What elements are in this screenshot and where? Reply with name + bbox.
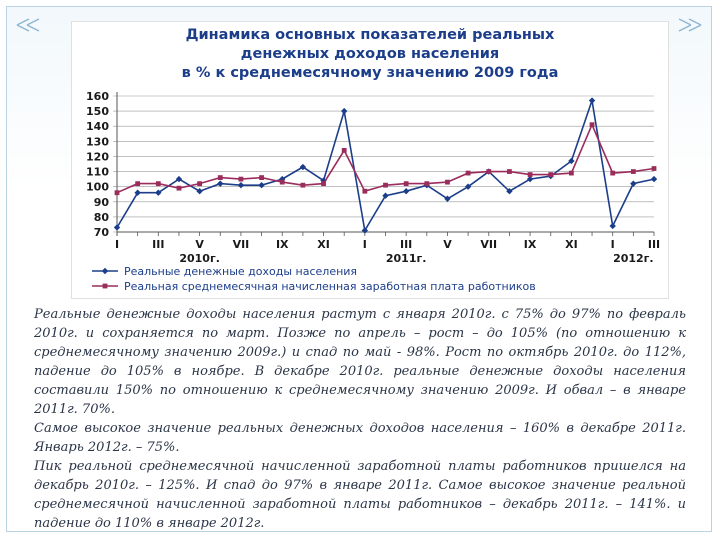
description-paragraph-3: Пик реальной среднемесячной начисленной … (34, 459, 686, 531)
legend-marker (101, 267, 109, 275)
y-tick-label: 130 (86, 135, 109, 148)
x-tick-label: XI (565, 238, 578, 251)
data-point (197, 181, 203, 187)
data-point (113, 224, 121, 231)
year-label: 2010г. (179, 252, 220, 265)
y-tick-label: 70 (94, 226, 110, 239)
legend-label: Реальная среднемесячная начисленная зара… (124, 280, 536, 293)
y-tick-label: 120 (86, 150, 109, 163)
data-point (486, 169, 492, 174)
data-point (237, 181, 245, 189)
y-tick-label: 90 (94, 196, 110, 209)
x-tick-label: VII (233, 238, 250, 251)
data-point (196, 188, 203, 195)
data-point (650, 175, 658, 183)
data-point (300, 182, 306, 188)
data-point (588, 97, 596, 104)
data-point (382, 192, 389, 199)
description-text: Реальные денежные доходы населения расту… (34, 305, 686, 533)
y-tick-label: 160 (86, 90, 109, 103)
chart-title: Динамика основных показателей реальных д… (72, 26, 668, 83)
data-point (258, 181, 265, 189)
data-point (568, 170, 574, 176)
year-label: 2011г. (386, 252, 427, 265)
data-point (402, 188, 410, 195)
data-point (341, 148, 347, 153)
legend-label: Реальные денежные доходы населения (124, 265, 357, 278)
data-point (340, 107, 348, 115)
y-tick-label: 150 (86, 105, 109, 118)
x-tick-label: IX (524, 238, 537, 251)
x-tick-label: V (195, 238, 204, 251)
chart-title-line-3: в % к среднемесячному значению 2009 года (181, 65, 559, 81)
data-point (217, 180, 224, 187)
y-tick-label: 80 (94, 211, 110, 224)
data-point (506, 188, 513, 195)
x-tick-label: III (648, 238, 660, 251)
data-point (176, 185, 182, 191)
data-point (321, 181, 326, 187)
data-point (175, 175, 183, 183)
description-paragraph-1: Реальные денежные доходы населения расту… (34, 307, 686, 417)
x-tick-label: III (400, 238, 412, 251)
data-point (155, 189, 162, 196)
year-label: 2012г. (613, 252, 654, 265)
chart-title-line-2: денежных доходов населения (240, 46, 500, 62)
x-tick-label: I (611, 238, 615, 251)
x-tick-label: I (363, 238, 367, 251)
data-point (526, 175, 534, 183)
data-point (444, 195, 451, 202)
data-point (527, 172, 533, 177)
data-point (383, 182, 388, 188)
data-point (548, 172, 554, 177)
data-point (155, 181, 161, 187)
slide-frame: Динамика основных показателей реальных д… (6, 6, 712, 532)
data-point (610, 170, 616, 176)
x-tick-label: IX (276, 238, 289, 251)
data-point (609, 222, 616, 230)
data-point (568, 157, 575, 165)
y-tick-label: 100 (86, 181, 109, 194)
data-point (464, 183, 472, 190)
data-point (507, 169, 512, 174)
description-paragraph-2: Самое высокое значение реальных денежных… (34, 421, 686, 455)
x-tick-label: I (115, 238, 119, 251)
data-point (259, 175, 264, 180)
data-point (630, 169, 636, 174)
data-point (403, 181, 409, 187)
data-point (279, 175, 286, 183)
data-point (217, 175, 223, 180)
data-point (651, 166, 657, 171)
data-point (361, 227, 369, 234)
chart-container: Динамика основных показателей реальных д… (71, 21, 669, 299)
data-point (114, 190, 120, 196)
decorative-arrows-icon (678, 18, 702, 32)
legend-marker (102, 283, 108, 289)
x-tick-label: VII (480, 238, 497, 251)
data-point (134, 189, 141, 196)
data-point (238, 176, 244, 182)
x-tick-label: XI (317, 238, 330, 251)
data-point (424, 181, 430, 187)
data-point (589, 122, 595, 128)
data-point (362, 188, 368, 194)
y-tick-label: 110 (86, 166, 109, 179)
y-tick-label: 140 (86, 120, 109, 133)
data-point (135, 181, 141, 187)
decorative-arrows-icon (16, 18, 40, 32)
x-tick-label: III (152, 238, 164, 251)
data-point (630, 180, 637, 187)
series-line (116, 100, 655, 233)
data-point (465, 170, 471, 176)
x-tick-label: V (443, 238, 452, 251)
chart-title-line-1: Динамика основных показателей реальных (185, 27, 555, 43)
data-point (279, 179, 285, 185)
data-point (445, 179, 450, 185)
